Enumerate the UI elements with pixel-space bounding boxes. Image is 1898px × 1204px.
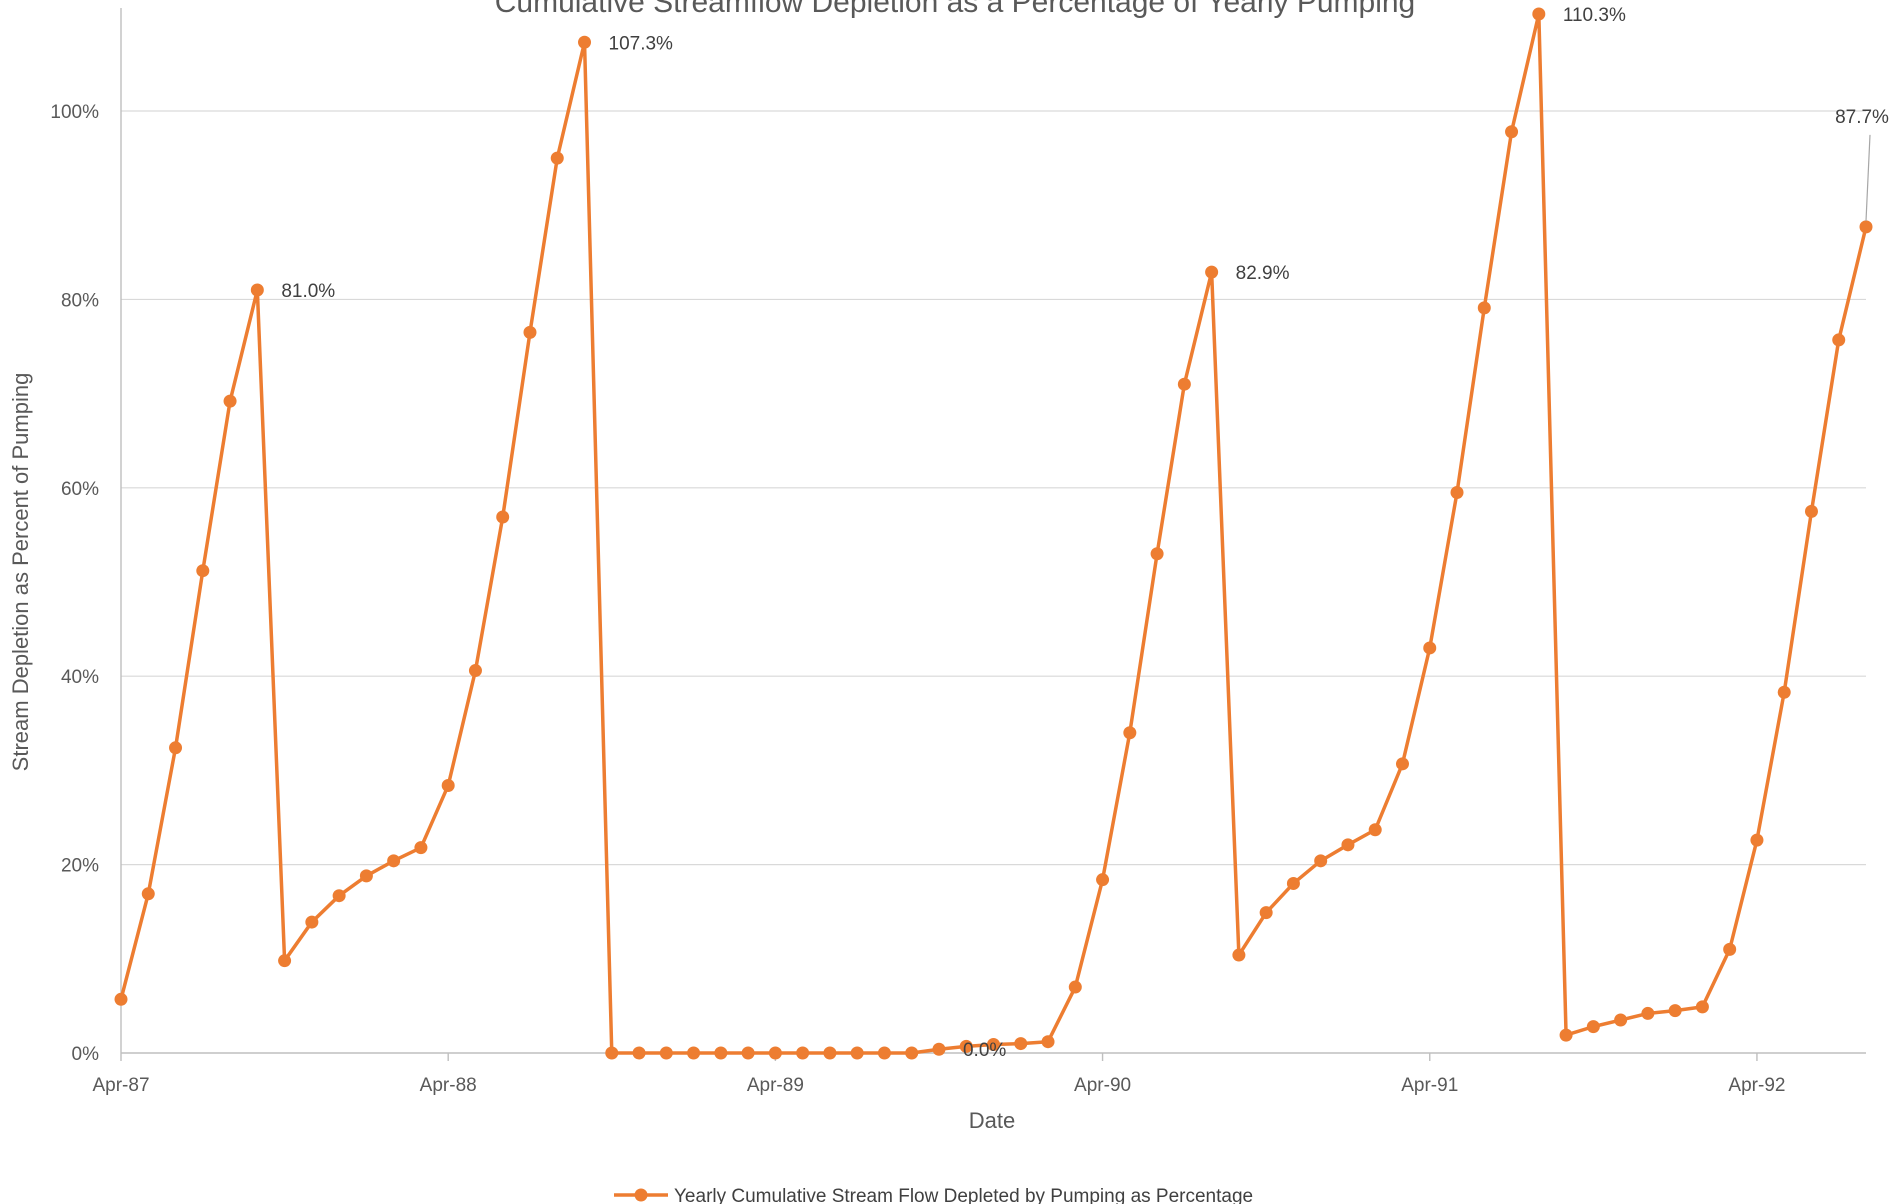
y-tick-label: 0%: [72, 1044, 100, 1065]
data-point: [987, 1038, 1000, 1052]
x-tick-label: Apr-90: [1074, 1075, 1131, 1096]
data-label: 107.3%: [609, 33, 674, 54]
series-line: [119, 12, 1868, 1055]
data-label: 0.0%: [963, 1040, 1006, 1061]
data-point: [141, 887, 155, 901]
x-tick-label: Apr-92: [1728, 1075, 1785, 1096]
data-point: [1668, 1004, 1682, 1018]
y-axis-title: Stream Depletion as Percent of Pumping: [8, 373, 33, 772]
data-point: [741, 1046, 755, 1060]
data-point: [1286, 876, 1300, 890]
data-point: [1177, 377, 1191, 391]
data-point: [1395, 757, 1409, 771]
data-point: [441, 778, 455, 792]
data-point: [578, 35, 592, 49]
data-point: [332, 889, 346, 903]
y-tick-label: 20%: [61, 856, 99, 877]
data-point: [850, 1046, 864, 1060]
data-point: [359, 869, 373, 883]
data-point: [1750, 833, 1764, 847]
data-point: [1559, 1028, 1573, 1042]
x-tick-label: Apr-91: [1401, 1075, 1458, 1096]
data-point: [1041, 1035, 1055, 1049]
x-tick-label: Apr-89: [747, 1075, 804, 1096]
data-point: [1096, 873, 1110, 887]
data-point: [605, 1046, 619, 1060]
data-point: [468, 664, 482, 678]
data-point: [1368, 823, 1382, 837]
data-point: [169, 741, 183, 755]
y-tick-label: 40%: [61, 667, 99, 688]
legend-marker-swatch: [634, 1188, 648, 1202]
data-point: [932, 1042, 946, 1056]
data-point: [1232, 948, 1246, 962]
data-point: [1014, 1037, 1028, 1051]
data-point: [414, 841, 428, 855]
data-point: [196, 564, 210, 578]
data-point: [1423, 641, 1437, 655]
data-label: 82.9%: [1236, 263, 1290, 284]
data-point: [714, 1046, 728, 1060]
data-label: 81.0%: [281, 281, 335, 302]
data-point: [1641, 1006, 1655, 1020]
data-point: [387, 854, 401, 868]
data-label-layer: 81.0% 107.3% 0.0% 82.9% 110.3% 87.7%: [281, 5, 1889, 1061]
y-tick-label: 100%: [50, 102, 99, 123]
data-point: [1586, 1020, 1600, 1034]
x-axis-title: Date: [969, 1108, 1015, 1133]
legend-label: Yearly Cumulative Stream Flow Depleted b…: [674, 1186, 1253, 1204]
data-point: [1505, 125, 1519, 139]
data-point: [1314, 854, 1328, 868]
data-point: [1859, 220, 1873, 234]
data-point: [1205, 265, 1219, 279]
y-tick-label: 80%: [61, 290, 99, 311]
grid-layer: [121, 110, 1866, 866]
data-point: [687, 1046, 701, 1060]
data-label: 110.3%: [1563, 5, 1626, 26]
data-point: [523, 325, 537, 339]
data-point: [1723, 942, 1737, 956]
data-point: [1123, 726, 1137, 740]
data-point: [550, 151, 564, 165]
data-point: [1532, 7, 1546, 21]
data-point: [1695, 1000, 1709, 1014]
data-point: [250, 283, 264, 297]
x-tick-label: Apr-87: [92, 1075, 149, 1096]
chart-title: Cumulative Streamflow Depletion as a Per…: [495, 0, 1416, 19]
data-point: [905, 1046, 919, 1060]
x-tick-label: Apr-88: [420, 1075, 477, 1096]
data-point: [959, 1039, 973, 1053]
axis-layer: 0% 20% 40% 60% 80% 100% Apr-87 Apr-88 Apr-89 Apr-…: [50, 8, 1866, 1096]
series-layer: [114, 7, 1873, 1060]
data-point: [1614, 1013, 1628, 1027]
data-point: [223, 394, 237, 408]
data-label-leader-line: [1865, 134, 1871, 221]
data-point: [114, 992, 128, 1006]
data-point: [1341, 838, 1355, 852]
data-point: [823, 1046, 837, 1060]
data-point: [1259, 906, 1273, 920]
data-point: [1804, 504, 1818, 518]
data-point: [1068, 980, 1082, 994]
data-label: 87.7%: [1835, 107, 1889, 128]
data-point: [1777, 685, 1791, 699]
data-point: [877, 1046, 891, 1060]
data-point: [278, 954, 292, 968]
data-point: [1450, 486, 1464, 500]
data-point: [659, 1046, 673, 1060]
y-tick-label: 60%: [61, 479, 99, 500]
data-point: [1832, 333, 1846, 347]
data-point: [796, 1046, 810, 1060]
legend: Yearly Cumulative Stream Flow Depleted b…: [614, 1186, 1253, 1204]
data-point: [1477, 301, 1491, 315]
data-point: [1150, 547, 1164, 561]
data-point: [632, 1046, 646, 1060]
data-point: [768, 1046, 782, 1060]
data-point: [305, 915, 319, 929]
data-point: [496, 510, 510, 524]
